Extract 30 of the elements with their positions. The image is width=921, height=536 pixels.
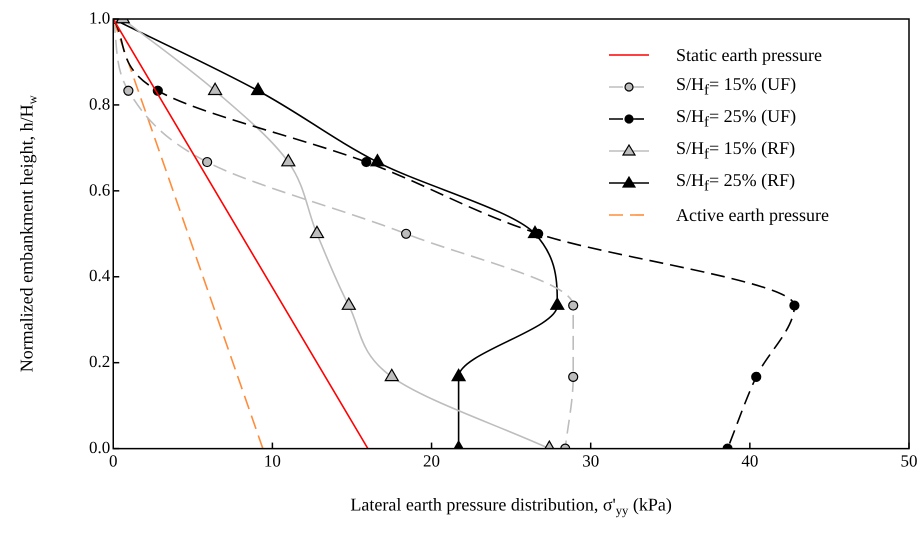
legend-label: S/H$_{f}$= 25% (UF): [676, 106, 796, 132]
legend-label: S/H$_{f}$= 15% (UF): [676, 74, 796, 100]
point: [400, 228, 412, 239]
point: [550, 297, 564, 310]
point: [342, 297, 356, 310]
point: [568, 300, 578, 311]
point: [202, 156, 212, 168]
y-axis-title: Normalized embankment height, h/Hw: [16, 94, 40, 372]
point: [123, 86, 134, 96]
y-tick-label: 0.6: [89, 180, 110, 200]
x-tick-label: 50: [900, 451, 918, 470]
point: [310, 226, 324, 238]
y-tick-label: 0.4: [89, 266, 111, 286]
x-tick-label: 20: [423, 451, 440, 470]
point: [452, 368, 466, 382]
x-tick-label: 0: [109, 451, 118, 470]
legend-label: Active earth pressure: [676, 204, 829, 226]
y-tick-label: 0.2: [89, 352, 110, 372]
y-tick-label: 0.0: [89, 438, 110, 458]
x-tick-label: 10: [264, 451, 281, 470]
legend-label: S/H$_{f}$= 15% (RF): [676, 138, 796, 164]
point: [384, 368, 399, 382]
y-tick-label: 0.8: [89, 94, 110, 114]
y-tick-label: 1.0: [89, 8, 110, 28]
x-tick-label: 30: [582, 451, 600, 470]
legend-label: Static earth pressure: [676, 44, 822, 66]
x-tick-label: 40: [741, 451, 758, 470]
point: [361, 156, 372, 168]
legend-label: S/H$_{f}$= 25% (RF): [676, 170, 796, 196]
point: [789, 300, 800, 311]
